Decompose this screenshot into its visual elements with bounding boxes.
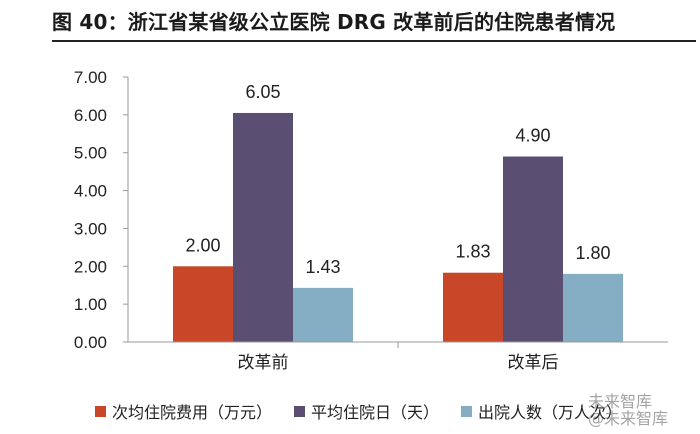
legend-label-cost: 次均住院费用（万元） [112, 403, 273, 422]
data-label: 1.43 [305, 257, 340, 277]
bars [173, 112, 623, 342]
legend-swatch-discharges [461, 405, 473, 417]
legend-label-discharges: 出院人数（万人次） [478, 403, 623, 422]
chart-title: 图 40：浙江省某省级公立医院 DRG 改革前后的住院患者情况 [52, 10, 616, 34]
title-underline [52, 40, 696, 42]
legend-label-stay: 平均住院日（天） [311, 403, 440, 422]
bar [563, 273, 623, 342]
legend-swatch-stay [294, 405, 306, 417]
y-tick-label: 7.00 [74, 68, 107, 87]
data-label: 6.05 [245, 82, 280, 102]
legend-item-cost: 次均住院费用（万元） [95, 399, 272, 423]
legend-swatch-cost [95, 405, 106, 417]
x-category-label: 改革前 [238, 353, 289, 373]
bar [443, 272, 503, 342]
y-tick-label: 6.00 [74, 106, 107, 125]
data-label: 1.83 [455, 242, 490, 262]
y-tick-label: 5.00 [74, 144, 107, 163]
legend: 次均住院费用（万元） 平均住院日（天） 出院人数（万人次） [95, 399, 622, 423]
data-label: 4.90 [515, 126, 550, 146]
x-axis: 改革前 改革后 [128, 341, 668, 373]
data-label: 1.80 [575, 243, 610, 263]
y-tick-label: 3.00 [74, 219, 107, 238]
y-tick-label: 2.00 [74, 257, 107, 276]
y-tick-label: 1.00 [74, 295, 107, 314]
bar [293, 287, 353, 342]
legend-item-stay: 平均住院日（天） [294, 399, 439, 423]
legend-item-discharges: 出院人数（万人次） [461, 399, 622, 423]
watermark-text: 未来智库 [588, 392, 653, 411]
watermark-handle: @未来智库 [588, 409, 669, 428]
y-axis: 0.00 1.00 2.00 3.00 4.00 5.00 6.00 7.00 [74, 68, 129, 352]
bar-chart: 0.00 1.00 2.00 3.00 4.00 5.00 6.00 7.00 2.00 6.0… [74, 68, 668, 373]
bar [503, 156, 563, 342]
y-tick-label: 4.00 [74, 182, 107, 201]
x-category-label: 改革后 [508, 353, 559, 373]
bar [173, 266, 233, 342]
y-tick-label: 0.00 [74, 333, 107, 352]
data-label: 2.00 [185, 235, 220, 255]
bar [233, 112, 293, 342]
value-labels: 2.00 6.05 1.43 1.83 4.90 1.80 [185, 82, 610, 277]
